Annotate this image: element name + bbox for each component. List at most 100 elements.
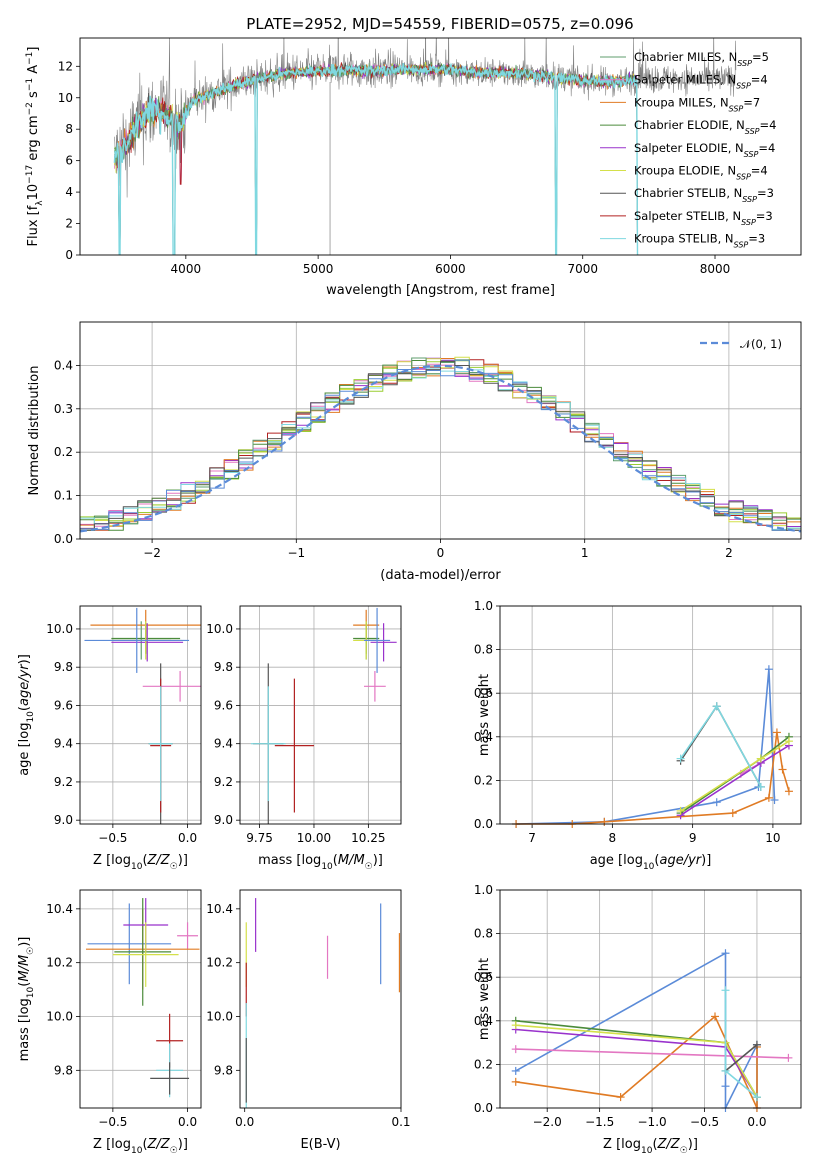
y-tick-label: 0.0: [54, 532, 73, 546]
y-axis-label: mass weight: [477, 674, 492, 756]
x-tick-label: 5000: [303, 262, 334, 276]
y-tick-label: 10: [58, 91, 73, 105]
x-tick-label: 0.0: [178, 831, 197, 845]
x-tick-label: −1: [287, 546, 305, 560]
x-tick-label: −0.5: [98, 1115, 127, 1129]
legend-label: Kroupa STELIB, NSSP=3: [634, 232, 765, 250]
y-tick-label: 10.2: [206, 956, 233, 970]
legend-label: Chabrier STELIB, NSSP=3: [634, 186, 774, 204]
x-axis-label: E(B-V): [300, 1137, 340, 1152]
y-tick-label: 0.6: [474, 686, 493, 700]
x-axis-label: Z [log10(Z/Z☉)]: [603, 1137, 698, 1156]
legend-label: Chabrier ELODIE, NSSP=4: [634, 118, 776, 136]
x-tick-label: −0.5: [690, 1115, 719, 1129]
y-tick-label: 0.3: [54, 402, 73, 416]
legend-label: Salpeter ELODIE, NSSP=4: [634, 141, 775, 159]
x-tick-label: 0: [437, 546, 445, 560]
axes-frame: [239, 605, 402, 825]
axes-frame: [239, 889, 402, 1109]
x-tick-label: 0.0: [178, 1115, 197, 1129]
axes-weight_vs_Z: −2.0 −1.5 −1.0 −0.5 0.0 0.0 0.2 0.4 0.6 0.8 1.0 Z […: [474, 883, 802, 1156]
y-tick-label: 10.0: [206, 622, 233, 636]
axes-residuals: −2 −1 0 1 2 0.0 0.1 0.2 0.3 0.4 (data-model)/error…: [27, 321, 802, 583]
x-axis-label: mass [log10(M/M☉)]: [258, 853, 383, 872]
y-tick-label: 1.0: [474, 883, 493, 897]
y-tick-label: 0.4: [474, 730, 493, 744]
y-tick-label: 0.0: [474, 817, 493, 831]
axes-mass_vs_EBV: 0.0 0.1 9.8 10.0 10.2 10.4 E(B-V): [206, 889, 411, 1152]
y-tick-label: 10.2: [46, 956, 73, 970]
axes-frame: [499, 889, 802, 1109]
x-tick-label: 0.0: [235, 1115, 254, 1129]
x-tick-label: 2: [725, 546, 733, 560]
x-tick-label: −0.5: [98, 831, 127, 845]
y-tick-label: 0.2: [474, 1057, 493, 1071]
y-tick-label: 12: [58, 59, 73, 73]
y-tick-label: 10.4: [46, 902, 73, 916]
y-tick-label: 0.4: [474, 1014, 493, 1028]
histogram-series: [80, 360, 801, 539]
y-tick-label: 9.8: [214, 660, 233, 674]
y-axis-label: Normed distribution: [27, 366, 42, 496]
x-tick-label: 4000: [171, 262, 202, 276]
x-tick-label: −1.0: [638, 1115, 667, 1129]
axes-age_vs_mass: 9.75 10.00 10.25 9.0 9.2 9.4 9.6 9.8 10.0 mass [l…: [206, 605, 402, 872]
y-tick-label: 9.8: [214, 1063, 233, 1077]
y-tick-label: 6: [65, 154, 73, 168]
y-tick-label: 0: [65, 248, 73, 262]
y-tick-label: 0.1: [54, 489, 73, 503]
y-tick-label: 9.6: [54, 698, 73, 712]
y-tick-label: 9.8: [54, 1063, 73, 1077]
y-tick-label: 8: [65, 122, 73, 136]
y-tick-label: 9.0: [214, 813, 233, 827]
y-tick-label: 1.0: [474, 599, 493, 613]
y-tick-label: 2: [65, 217, 73, 231]
x-axis-label: wavelength [Angstrom, rest frame]: [326, 283, 555, 298]
y-tick-label: 0.6: [474, 970, 493, 984]
y-tick-label: 0.4: [54, 358, 73, 372]
axes-frame: [499, 605, 802, 825]
y-tick-label: 9.4: [214, 737, 233, 751]
axes-frame: [79, 605, 202, 825]
y-tick-label: 10.0: [46, 622, 73, 636]
y-tick-label: 9.4: [54, 737, 73, 751]
x-axis-label: Z [log10(Z/Z☉)]: [93, 1137, 188, 1156]
x-tick-label: 8: [609, 831, 617, 845]
y-tick-label: 10.0: [206, 1009, 233, 1023]
normal-pdf-curve: [79, 364, 802, 533]
legend-label: Salpeter STELIB, NSSP=3: [634, 209, 773, 227]
axes-frame: [79, 321, 802, 540]
x-tick-label: 9: [689, 831, 697, 845]
y-axis-label: mass weight: [477, 958, 492, 1040]
x-tick-label: 9.75: [246, 831, 273, 845]
y-tick-label: 9.2: [54, 775, 73, 789]
y-tick-label: 9.6: [214, 698, 233, 712]
y-tick-label: 0.8: [474, 927, 493, 941]
x-tick-label: 10: [765, 831, 780, 845]
x-tick-label: 7000: [567, 262, 598, 276]
y-tick-label: 9.0: [54, 813, 73, 827]
legend-label: Kroupa ELODIE, NSSP=4: [634, 164, 768, 182]
y-tick-label: 4: [65, 185, 73, 199]
y-axis-label: mass [log10(M/M☉)]: [17, 937, 36, 1062]
weight-series-line: [724, 1044, 758, 1072]
legend-label: Kroupa MILES, NSSP=7: [634, 95, 760, 113]
axes-frame: [79, 889, 202, 1109]
x-tick-label: 10.25: [351, 831, 385, 845]
x-axis-label: (data-model)/error: [380, 568, 501, 583]
legend-label: Chabrier MILES, NSSP=5: [634, 50, 769, 68]
legend-label: Salpeter MILES, NSSP=4: [634, 73, 768, 91]
y-tick-label: 10.4: [206, 902, 233, 916]
x-tick-label: 1: [581, 546, 589, 560]
x-axis-label: Z [log10(Z/Z☉)]: [93, 853, 188, 872]
y-tick-label: 9.2: [214, 775, 233, 789]
x-tick-label: −2.0: [533, 1115, 562, 1129]
axes-age_vs_Z: −0.5 0.0 9.0 9.2 9.4 9.6 9.8 10.0 Z [log10(Z/Z☉)…: [17, 605, 202, 872]
legend-label: 𝒩(0, 1): [740, 337, 782, 351]
x-tick-label: −2: [143, 546, 161, 560]
y-tick-label: 0.0: [474, 1101, 493, 1115]
model-spectrum-line: [113, 62, 639, 255]
x-tick-label: 0.1: [391, 1115, 410, 1129]
x-tick-label: 7: [528, 831, 536, 845]
